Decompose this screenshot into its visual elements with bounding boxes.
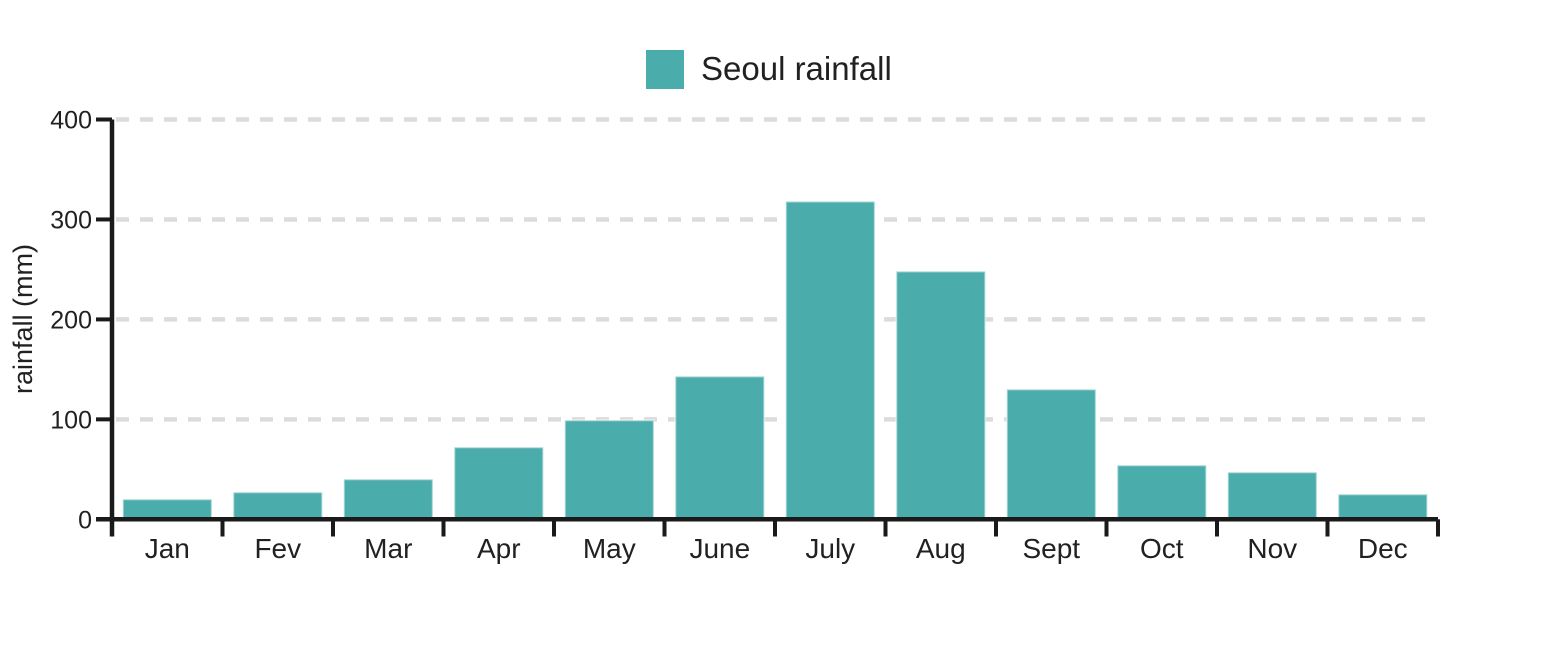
- x-tick-label-june: June: [689, 533, 750, 564]
- x-tick-label-july: July: [805, 533, 855, 564]
- bar-sept[interactable]: [1005, 388, 1097, 523]
- y-tick-label-100: 100: [50, 406, 92, 434]
- x-tick-label-apr: Apr: [477, 533, 521, 564]
- x-tick-label-nov: Nov: [1247, 533, 1297, 564]
- bar-nov[interactable]: [1226, 471, 1318, 523]
- x-tick-label-may: May: [583, 533, 636, 564]
- x-tick-label-oct: Oct: [1140, 533, 1184, 564]
- bar-aug[interactable]: [895, 270, 987, 523]
- bar-june[interactable]: [674, 375, 766, 523]
- legend-swatch-icon: [646, 49, 684, 89]
- y-tick-label-300: 300: [50, 206, 92, 234]
- bar-july[interactable]: [784, 200, 876, 523]
- bar-mar[interactable]: [342, 478, 434, 523]
- legend[interactable]: Seoul rainfall: [646, 49, 892, 89]
- y-axis-title: rainfall (mm): [8, 244, 38, 394]
- y-tick-label-0: 0: [78, 506, 92, 534]
- bar-dec[interactable]: [1337, 493, 1429, 523]
- x-tick-label-fev: Fev: [254, 533, 301, 564]
- y-tick-label-400: 400: [50, 107, 92, 135]
- bar-fev[interactable]: [232, 491, 324, 523]
- x-tick-label-sept: Sept: [1022, 533, 1080, 564]
- x-tick-label-dec: Dec: [1358, 533, 1408, 564]
- bar-may[interactable]: [563, 419, 655, 523]
- legend-label: Seoul rainfall: [701, 50, 892, 87]
- x-tick-label-jan: Jan: [145, 533, 190, 564]
- bar-apr[interactable]: [453, 446, 545, 523]
- x-tick-label-mar: Mar: [364, 533, 412, 564]
- y-tick-label-200: 200: [50, 306, 92, 334]
- x-tick-label-aug: Aug: [916, 533, 966, 564]
- bar-oct[interactable]: [1116, 464, 1208, 523]
